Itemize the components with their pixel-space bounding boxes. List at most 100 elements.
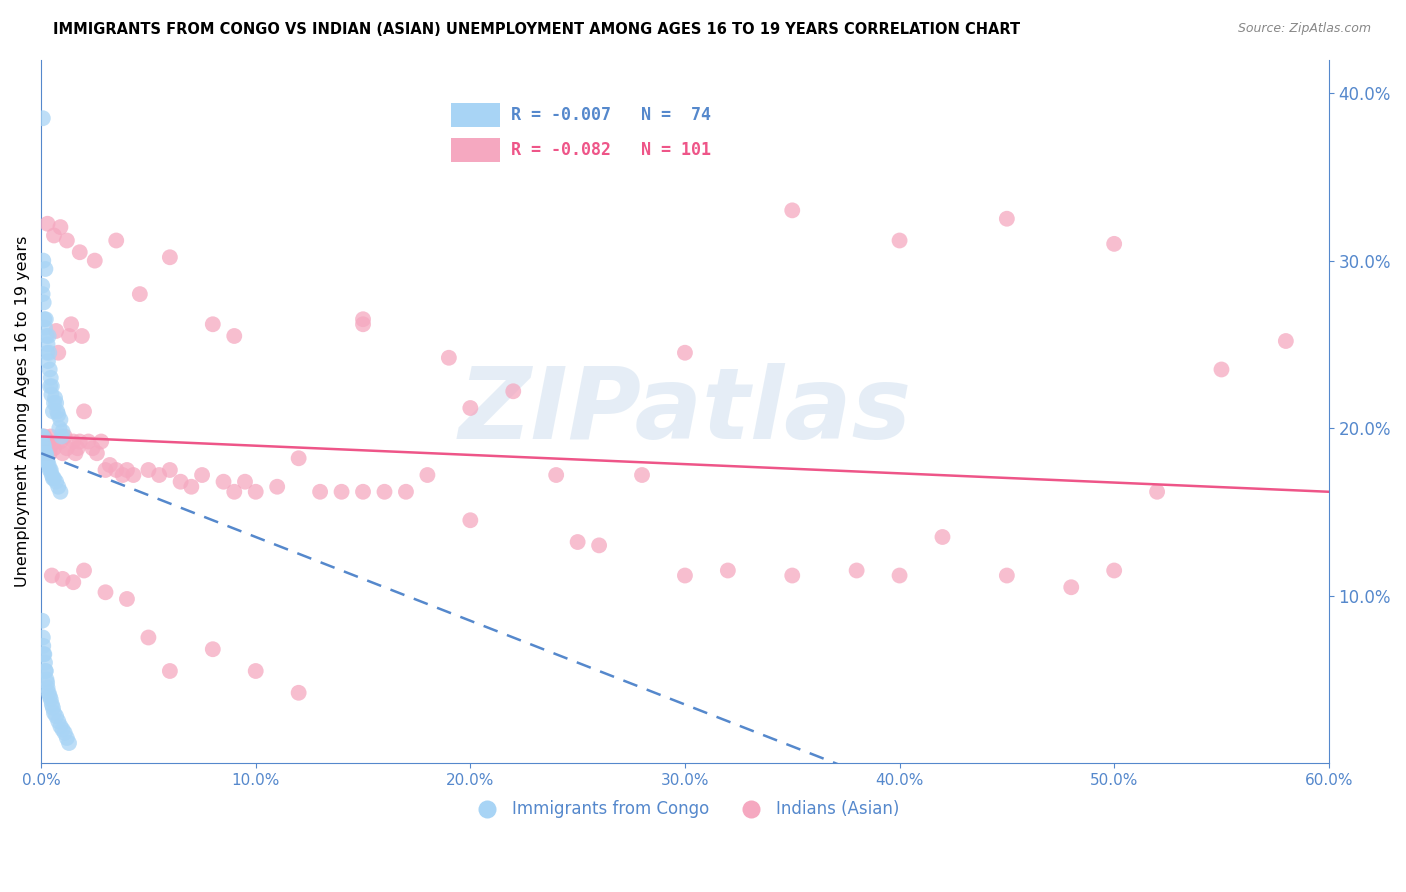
Bar (451, 137, 501, 161)
Point (32, 647, 55, 661)
Point (45, 324, 67, 338)
Point (35, 446, 58, 460)
Point (224, 484, 246, 499)
Point (287, 686, 309, 700)
Point (62, 575, 84, 590)
Point (460, 401, 482, 415)
Point (34, 262, 56, 277)
Point (212, 475, 235, 489)
Point (58, 736, 80, 750)
Point (42, 706, 65, 720)
Point (35, 673, 58, 687)
Point (42, 396, 65, 410)
Point (191, 468, 214, 483)
Text: Source: ZipAtlas.com: Source: ZipAtlas.com (1237, 22, 1371, 36)
Point (41, 568, 63, 582)
Point (46, 404, 69, 418)
Point (56, 234, 79, 248)
Point (37, 354, 59, 368)
Point (31, 631, 53, 645)
Point (115, 591, 138, 606)
Point (46, 408, 69, 422)
Y-axis label: Unemployment Among Ages 16 to 19 years: Unemployment Among Ages 16 to 19 years (15, 235, 30, 587)
Point (31, 614, 53, 628)
Point (717, 564, 740, 578)
Point (105, 463, 128, 477)
Point (42, 471, 65, 485)
Point (1102, 236, 1125, 251)
Point (41, 438, 63, 452)
Point (38, 686, 60, 700)
Point (38, 329, 60, 343)
Point (49, 484, 72, 499)
Point (60, 318, 83, 332)
Bar (451, 103, 501, 127)
Legend: Immigrants from Congo, Indians (Asian): Immigrants from Congo, Indians (Asian) (464, 794, 905, 825)
Point (34, 320, 56, 334)
Point (32, 295, 55, 310)
Point (48, 421, 70, 435)
Text: R = -0.007   N =  74: R = -0.007 N = 74 (512, 106, 711, 124)
Point (42, 701, 65, 715)
Point (53, 429, 76, 443)
Point (159, 664, 181, 678)
Point (39, 463, 62, 477)
Point (58, 329, 80, 343)
Point (44, 391, 66, 405)
Point (39, 692, 62, 706)
Point (1060, 580, 1083, 594)
Point (38, 434, 60, 449)
Point (995, 568, 1018, 582)
Point (51, 429, 73, 443)
Point (70, 329, 93, 343)
Text: IMMIGRANTS FROM CONGO VS INDIAN (ASIAN) UNEMPLOYMENT AMONG AGES 16 TO 19 YEARS C: IMMIGRANTS FROM CONGO VS INDIAN (ASIAN) … (53, 22, 1021, 37)
Point (45, 396, 67, 410)
Point (49, 719, 72, 733)
Point (502, 384, 524, 399)
Point (31, 429, 53, 443)
Point (77, 434, 100, 449)
Point (73, 564, 96, 578)
Point (31, 278, 53, 293)
Point (169, 475, 191, 489)
Point (34, 446, 56, 460)
Point (128, 287, 150, 301)
Point (673, 345, 696, 359)
Point (37, 675, 59, 690)
Point (201, 318, 224, 332)
Point (42, 404, 65, 418)
Point (90, 434, 112, 449)
Point (42, 471, 65, 485)
Point (352, 484, 374, 499)
Point (437, 351, 460, 365)
Point (86, 446, 108, 460)
Point (995, 211, 1018, 226)
Point (42, 441, 65, 455)
Point (37, 455, 59, 469)
Point (56, 441, 79, 455)
Point (32, 438, 55, 452)
Point (546, 468, 568, 483)
Point (224, 329, 246, 343)
Point (395, 484, 418, 499)
Point (37, 441, 59, 455)
Point (53, 726, 76, 740)
Point (62, 434, 84, 449)
Point (330, 484, 353, 499)
Point (1102, 564, 1125, 578)
Point (37, 217, 59, 231)
Point (201, 642, 224, 657)
Point (49, 434, 72, 449)
Point (373, 484, 395, 499)
Point (46, 714, 69, 729)
Point (180, 480, 202, 494)
Point (889, 234, 911, 248)
Point (34, 429, 56, 443)
Point (38, 446, 60, 460)
Point (66, 441, 89, 455)
Point (56, 731, 79, 745)
Point (245, 484, 267, 499)
Text: ZIPatlas: ZIPatlas (458, 363, 911, 460)
Point (34, 441, 56, 455)
Point (780, 568, 803, 582)
